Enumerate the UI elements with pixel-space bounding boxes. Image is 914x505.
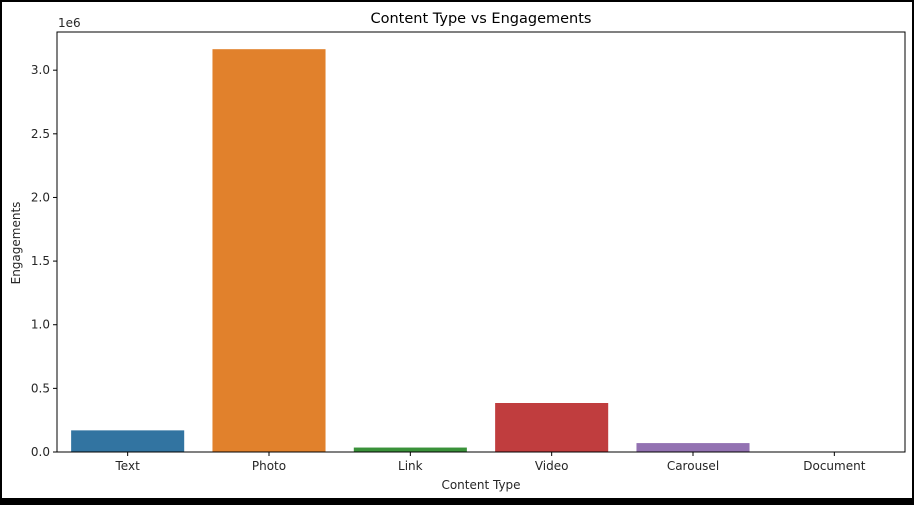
x-tick-label: Link: [398, 459, 423, 473]
x-tick-label: Document: [803, 459, 865, 473]
y-tick-label: 2.5: [31, 127, 50, 141]
y-tick-label: 3.0: [31, 63, 50, 77]
chart-title: Content Type vs Engagements: [371, 11, 592, 27]
y-tick-label: 1.5: [31, 254, 50, 268]
bar-link: [353, 447, 467, 452]
bar-carousel: [636, 443, 750, 452]
y-tick-label: 1.0: [31, 318, 50, 332]
x-axis-label: Content Type: [441, 478, 520, 492]
bar-chart: Content Type vs Engagements 1e6 Engageme…: [9, 11, 906, 492]
chart-figure: Content Type vs Engagements 1e6 Engageme…: [2, 2, 912, 498]
plot-frame: [56, 31, 906, 453]
x-tick-label: Carousel: [667, 459, 719, 473]
x-tick-label: Text: [115, 459, 141, 473]
y-tick-label: 2.0: [31, 190, 50, 204]
bar-video: [495, 403, 609, 452]
x-tick-label: Video: [535, 459, 569, 473]
bar-text: [71, 430, 185, 452]
y-axis-offset-label: 1e6: [58, 16, 81, 30]
y-axis-ticks: 0.0 0.5 1.0 1.5 2.0 2.5 3.0: [31, 63, 57, 459]
x-tick-label: Photo: [252, 459, 286, 473]
bar-photo: [212, 49, 326, 452]
x-axis-ticks: Text Photo Link Video Carousel Document: [115, 452, 866, 473]
y-tick-label: 0.5: [31, 381, 50, 395]
y-axis-label: Engagements: [9, 202, 23, 285]
bars-group: [71, 49, 750, 452]
y-tick-label: 0.0: [31, 445, 50, 459]
